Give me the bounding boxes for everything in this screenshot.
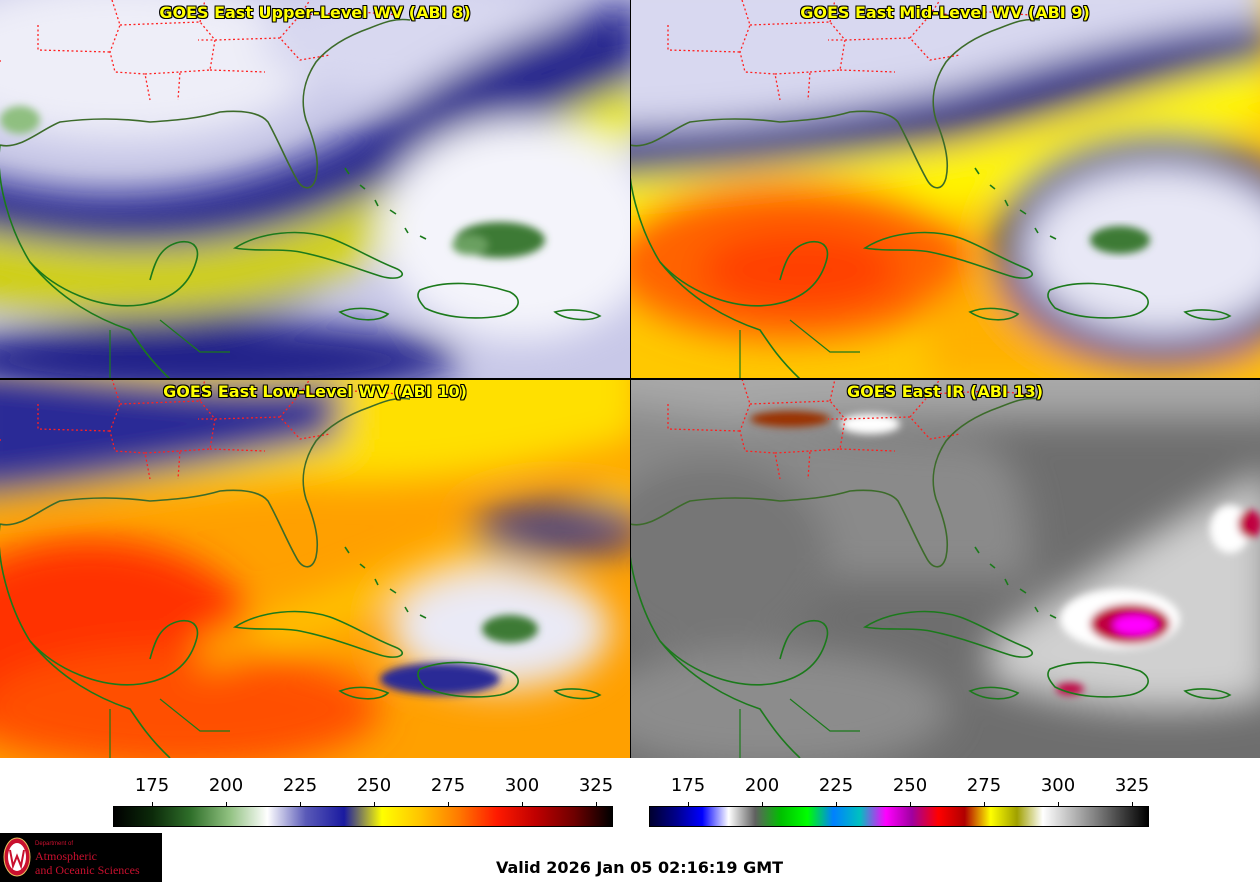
colorbar-tick-mark <box>374 802 375 807</box>
colorbar-tick-mark <box>836 802 837 807</box>
upper-level-wv-image <box>0 0 630 379</box>
valid-time: Valid 2026 Jan 05 02:16:19 GMT <box>496 858 784 877</box>
panel-title: GOES East Upper-Level WV (ABI 8) <box>159 3 471 22</box>
colorbar-tick-label: 200 <box>744 775 780 796</box>
low-level-wv-image <box>0 379 630 758</box>
wv-colorbar <box>113 806 613 827</box>
colorbar-tick-label: 300 <box>1040 775 1076 796</box>
wv-colorbar-ticks: 175 200 225 250 275 300 325 <box>113 775 614 807</box>
panel-low-level-wv: GOES East Low-Level WV (ABI 10) <box>0 379 630 758</box>
mid-level-wv-image <box>630 0 1260 379</box>
colorbar-tick-label: 275 <box>430 775 466 796</box>
colorbar-tick-label: 175 <box>670 775 706 796</box>
panel-ir: GOES East IR (ABI 13) <box>630 379 1260 758</box>
colorbar-tick-mark <box>522 802 523 807</box>
colorbar-tick-label: 250 <box>892 775 928 796</box>
colorbar-tick-label: 200 <box>208 775 244 796</box>
colorbar-tick-mark <box>448 802 449 807</box>
colorbar-tick-mark <box>688 802 689 807</box>
colorbar-tick-mark <box>1058 802 1059 807</box>
colorbar-tick-label: 250 <box>356 775 392 796</box>
colorbar-tick-label: 325 <box>1114 775 1150 796</box>
colorbar-tick-label: 225 <box>818 775 854 796</box>
panel-divider-horizontal <box>0 378 1260 380</box>
colorbar-tick-mark <box>910 802 911 807</box>
panel-title: GOES East IR (ABI 13) <box>846 382 1044 401</box>
panel-upper-level-wv: GOES East Upper-Level WV (ABI 8) <box>0 0 630 379</box>
ir-image <box>630 379 1260 758</box>
colorbar-tick-mark <box>1132 802 1133 807</box>
colorbar-tick-label: 300 <box>504 775 540 796</box>
logo-line1: Atmospheric <box>35 849 97 863</box>
panel-mid-level-wv: GOES East Mid-Level WV (ABI 9) <box>630 0 1260 379</box>
colorbar-tick-label: 225 <box>282 775 318 796</box>
panel-title: GOES East Mid-Level WV (ABI 9) <box>800 3 1090 22</box>
logo-line2: and Oceanic Sciences <box>35 863 140 877</box>
colorbar-tick-mark <box>226 802 227 807</box>
ir-colorbar-ticks: 175 200 225 250 275 300 325 <box>649 775 1150 807</box>
colorbar-tick-mark <box>596 802 597 807</box>
ir-colorbar <box>649 806 1149 827</box>
colorbar-tick-label: 325 <box>578 775 614 796</box>
colorbar-tick-mark <box>152 802 153 807</box>
colorbar-tick-mark <box>762 802 763 807</box>
uw-seal-icon <box>3 837 31 877</box>
logo-dept: Department of <box>35 841 74 847</box>
aos-logo: Department of Atmospheric and Oceanic Sc… <box>0 833 162 882</box>
colorbar-tick-mark <box>300 802 301 807</box>
panel-title: GOES East Low-Level WV (ABI 10) <box>163 382 467 401</box>
colorbar-tick-label: 175 <box>134 775 170 796</box>
colorbar-tick-label: 275 <box>966 775 1002 796</box>
colorbar-tick-mark <box>984 802 985 807</box>
